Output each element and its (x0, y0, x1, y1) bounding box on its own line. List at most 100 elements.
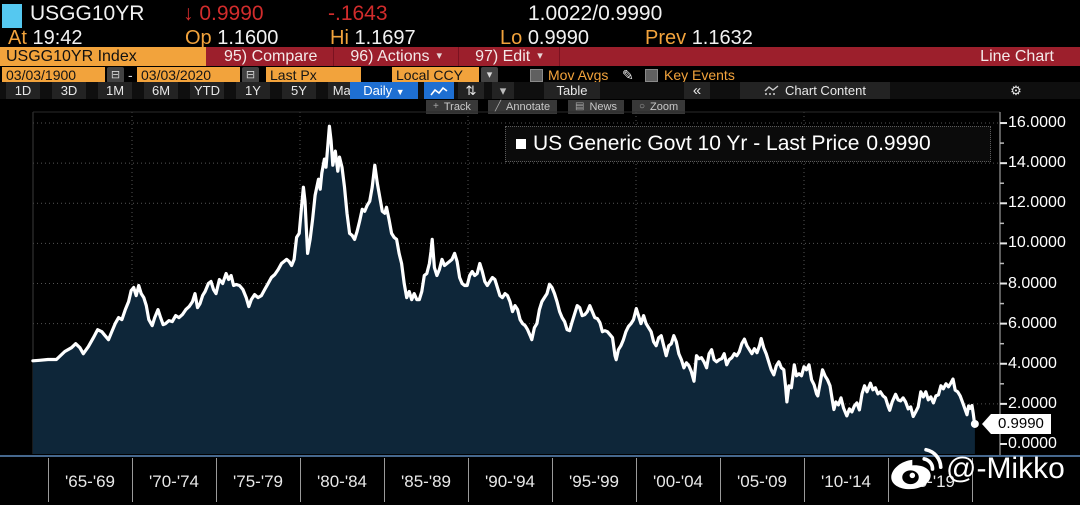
calendar-icon[interactable]: ⊟ (107, 67, 124, 83)
y-axis-tick-label: 10.0000 (1008, 234, 1066, 252)
x-axis-tick-label: '85-'89 (401, 472, 451, 491)
menu-items: 95) Compare 96) Actions ▾ 97) Edit ▾ (208, 47, 560, 66)
x-axis-tick (48, 458, 49, 502)
date-from-input[interactable]: 03/03/1900 (2, 67, 105, 83)
x-axis-tick (132, 458, 133, 502)
x-axis-tick (804, 458, 805, 502)
high-price: Hi 1.1697 (330, 27, 416, 49)
tool-news[interactable]: ▤ News (568, 100, 624, 114)
chevron-down-icon: ▼ (395, 87, 405, 97)
menu-bar: USGG10YR Index 95) Compare 96) Actions ▾ 97… (0, 47, 1080, 66)
watermark: @-Mikko (888, 447, 1065, 491)
tool-zoom[interactable]: ○ Zoom (632, 100, 686, 114)
range-button-3d[interactable]: 3D (52, 82, 86, 99)
line-chart-type-icon[interactable] (424, 82, 454, 99)
x-axis-tick (888, 458, 889, 502)
x-axis-tick (636, 458, 637, 502)
watermark-text: @-Mikko (946, 452, 1065, 485)
chevron-down-icon[interactable]: ▾ (492, 82, 514, 99)
x-axis-tick-label: '75-'79 (233, 472, 283, 491)
chevron-down-icon: ▾ (436, 50, 443, 62)
period-dropdown[interactable]: Daily ▼ (350, 82, 418, 99)
x-axis-tick-label: '10-'14 (821, 472, 871, 491)
y-axis-tick-label: 12.0000 (1008, 194, 1066, 212)
mov-avgs-checkbox[interactable] (530, 69, 543, 82)
y-axis-tick-label: 0.0000 (1008, 435, 1057, 452)
key-events-checkbox[interactable] (645, 69, 658, 82)
x-axis-tick (384, 458, 385, 502)
weibo-logo-icon (891, 447, 943, 490)
price-type-select[interactable]: Last Px (266, 67, 361, 83)
calendar-icon[interactable]: ⊟ (242, 67, 259, 83)
range-button-5y[interactable]: 5Y (282, 82, 316, 99)
mini-chart-icon (764, 85, 779, 95)
currency-select[interactable]: Local CCY (392, 67, 479, 83)
legend-value: 0.9990 (866, 132, 931, 155)
down-arrow-icon: ↓ (183, 2, 194, 25)
chart-toolbar: 1D 3D 1M 6M YTD 1Y 5Y Max Daily ▼ ⇅ ▾ Table « C… (0, 82, 1080, 99)
y-axis-tick-label: 6.0000 (1008, 314, 1057, 332)
legend-bullet-icon (516, 139, 526, 149)
last-price-change-direction: ↓ 0.9990 (183, 2, 264, 25)
x-axis-tick-label: '65-'69 (65, 472, 115, 491)
collapse-button[interactable]: « (684, 82, 710, 99)
x-axis-tick-label: '80-'84 (317, 472, 367, 491)
x-axis-tick (300, 458, 301, 502)
ticker-symbol: USGG10YR (30, 2, 145, 25)
pencil-icon[interactable]: ✎ (622, 67, 634, 83)
x-axis-line (0, 455, 1080, 457)
legend-label: US Generic Govt 10 Yr - Last Price (533, 132, 860, 155)
sort-updown-icon[interactable]: ⇅ (458, 82, 484, 99)
chart-content-button[interactable]: Chart Content (740, 82, 890, 99)
net-change: -.1643 (328, 2, 388, 25)
gear-icon[interactable]: ⚙ (1010, 83, 1022, 98)
y-axis-tick-label: 4.0000 (1008, 354, 1057, 372)
annotate-icon: ╱ (495, 101, 502, 112)
range-button-ytd[interactable]: YTD (190, 82, 224, 99)
tool-annotate[interactable]: ╱ Annotate (488, 100, 558, 114)
x-axis-tick-label: '90-'94 (485, 472, 535, 491)
key-events-label: Key Events (664, 67, 735, 83)
zoom-icon: ○ (639, 101, 646, 112)
last-price-axis-tag: 0.9990 (982, 414, 1051, 434)
quote-time: At 19:42 (8, 27, 83, 49)
last-point-marker (970, 419, 979, 428)
y-axis-tick-label: 16.0000 (1008, 114, 1066, 132)
news-icon: ▤ (575, 101, 585, 112)
tool-track[interactable]: + Track (426, 100, 478, 114)
prev-close: Prev 1.1632 (645, 27, 753, 49)
x-axis-tick-label: '70-'74 (149, 472, 199, 491)
x-axis-tick (216, 458, 217, 502)
table-button[interactable]: Table (544, 82, 600, 99)
menu-item-compare[interactable]: 95) Compare (208, 47, 335, 66)
y-axis-tick-label: 8.0000 (1008, 274, 1057, 292)
x-axis-tick-label: '00-'04 (653, 472, 703, 491)
x-axis-tick (468, 458, 469, 502)
x-axis-tick-label: '95-'99 (569, 472, 619, 491)
low-price: Lo 0.9990 (500, 27, 589, 49)
range-button-6m[interactable]: 6M (144, 82, 178, 99)
range-button-1d[interactable]: 1D (6, 82, 40, 99)
x-axis-tick (552, 458, 553, 502)
security-input[interactable]: USGG10YR Index (0, 47, 206, 66)
x-axis-tick (972, 458, 973, 502)
chart-type-label: Line Chart (980, 48, 1054, 65)
date-range-separator: - (128, 67, 133, 83)
x-axis-tick (720, 458, 721, 502)
security-color-swatch (2, 4, 22, 28)
range-button-1m[interactable]: 1M (98, 82, 132, 99)
chevron-down-icon[interactable]: ▾ (481, 67, 498, 83)
chevron-down-icon: ▾ (537, 50, 543, 62)
chart-legend[interactable]: US Generic Govt 10 Yr - Last Price 0.999… (505, 126, 991, 162)
mov-avgs-label: Mov Avgs (548, 67, 609, 83)
track-icon: + (433, 101, 439, 112)
x-axis-tick-label: '05-'09 (737, 472, 787, 491)
y-axis-tick-label: 2.0000 (1008, 394, 1057, 412)
menu-item-edit[interactable]: 97) Edit ▾ (459, 47, 560, 66)
date-to-input[interactable]: 03/03/2020 (137, 67, 240, 83)
menu-item-actions[interactable]: 96) Actions ▾ (334, 47, 460, 66)
y-axis-tick-label: 14.0000 (1008, 154, 1066, 172)
range-button-1y[interactable]: 1Y (236, 82, 270, 99)
